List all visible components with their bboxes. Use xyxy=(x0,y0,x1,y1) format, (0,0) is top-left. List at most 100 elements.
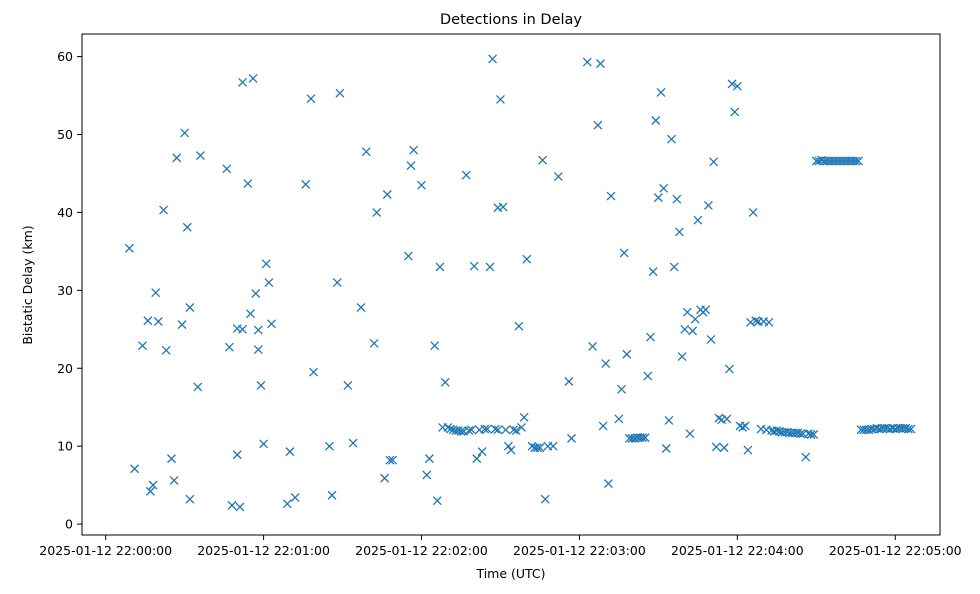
data-point xyxy=(685,429,695,439)
data-point xyxy=(285,447,295,457)
data-point xyxy=(369,338,379,348)
data-point xyxy=(435,262,445,272)
y-tick-label: 30 xyxy=(57,283,73,298)
data-point xyxy=(301,179,311,189)
data-point xyxy=(506,445,516,455)
data-point xyxy=(251,289,261,298)
data-point xyxy=(582,57,592,67)
data-point xyxy=(256,380,266,390)
data-point xyxy=(372,207,382,217)
data-point xyxy=(643,371,653,381)
data-point xyxy=(740,421,750,431)
data-point xyxy=(467,425,476,435)
data-point xyxy=(490,424,500,434)
chart-title: Detections in Delay xyxy=(440,12,582,28)
data-point xyxy=(809,430,819,439)
data-point xyxy=(290,493,300,503)
data-point xyxy=(517,423,526,432)
data-point xyxy=(422,470,432,480)
data-point xyxy=(461,170,471,180)
data-point xyxy=(503,441,513,451)
data-point xyxy=(243,179,253,189)
data-point xyxy=(409,145,419,155)
data-point xyxy=(361,147,371,157)
data-point xyxy=(153,317,163,326)
data-point xyxy=(232,450,242,460)
y-tick-label: 40 xyxy=(57,205,73,220)
data-point xyxy=(327,490,337,500)
data-point xyxy=(356,303,366,312)
x-axis-label: Time (UTC) xyxy=(475,566,545,581)
data-point xyxy=(238,324,248,334)
data-point xyxy=(169,475,179,485)
data-point xyxy=(690,314,700,324)
data-point xyxy=(669,262,679,272)
y-axis-label: Bistatic Delay (km) xyxy=(20,225,35,344)
y-tick-label: 60 xyxy=(57,49,73,64)
data-point xyxy=(598,421,608,431)
data-point xyxy=(596,59,605,69)
data-point xyxy=(261,259,271,269)
y-tick-label: 0 xyxy=(65,517,73,532)
data-point xyxy=(588,341,598,351)
data-point xyxy=(688,326,698,336)
x-tick-label: 2025-01-12 22:02:00 xyxy=(355,543,488,558)
data-point xyxy=(335,88,345,98)
data-point xyxy=(651,116,661,125)
data-point xyxy=(382,190,392,199)
data-point xyxy=(701,305,711,315)
data-point xyxy=(253,345,263,355)
data-point xyxy=(619,248,629,258)
data-point xyxy=(730,107,740,117)
data-point xyxy=(185,494,195,504)
data-point xyxy=(746,317,755,327)
data-point xyxy=(711,442,721,452)
data-point xyxy=(906,424,916,434)
x-axis: 2025-01-12 22:00:00 2025-01-12 22:01:00 20… xyxy=(39,535,962,558)
data-point xyxy=(748,207,758,217)
data-point xyxy=(380,473,390,483)
data-point xyxy=(593,120,603,130)
data-point xyxy=(440,377,450,387)
data-point xyxy=(535,443,545,453)
data-point xyxy=(853,156,863,166)
data-point xyxy=(693,215,703,225)
data-point xyxy=(482,424,492,434)
data-point xyxy=(638,433,648,443)
x-tick-label: 2025-01-12 22:04:00 xyxy=(671,543,804,558)
data-point xyxy=(764,317,774,327)
data-point xyxy=(656,87,666,97)
data-point xyxy=(496,94,505,104)
data-point xyxy=(661,444,671,453)
data-point xyxy=(553,172,563,182)
data-point xyxy=(430,341,440,351)
data-point xyxy=(738,423,748,432)
data-point xyxy=(501,425,511,435)
data-point xyxy=(727,79,737,89)
data-point xyxy=(514,321,524,331)
data-point xyxy=(667,134,677,144)
data-point xyxy=(709,157,719,167)
scatter-points xyxy=(124,54,916,512)
data-point xyxy=(138,341,147,351)
data-point xyxy=(182,222,192,232)
data-point xyxy=(653,193,663,203)
data-point xyxy=(614,414,624,424)
data-point xyxy=(443,423,453,432)
data-point xyxy=(664,416,674,425)
data-point xyxy=(601,359,611,369)
data-point xyxy=(238,77,248,87)
data-point xyxy=(680,324,690,334)
y-tick-label: 10 xyxy=(57,439,73,454)
data-point xyxy=(903,424,913,434)
data-point xyxy=(464,426,474,436)
data-point xyxy=(235,502,245,512)
data-point xyxy=(617,384,626,394)
data-point xyxy=(498,202,508,212)
data-point xyxy=(659,183,669,193)
data-point xyxy=(124,243,134,253)
data-point xyxy=(527,441,537,451)
data-point xyxy=(722,414,732,424)
data-point xyxy=(403,251,413,261)
